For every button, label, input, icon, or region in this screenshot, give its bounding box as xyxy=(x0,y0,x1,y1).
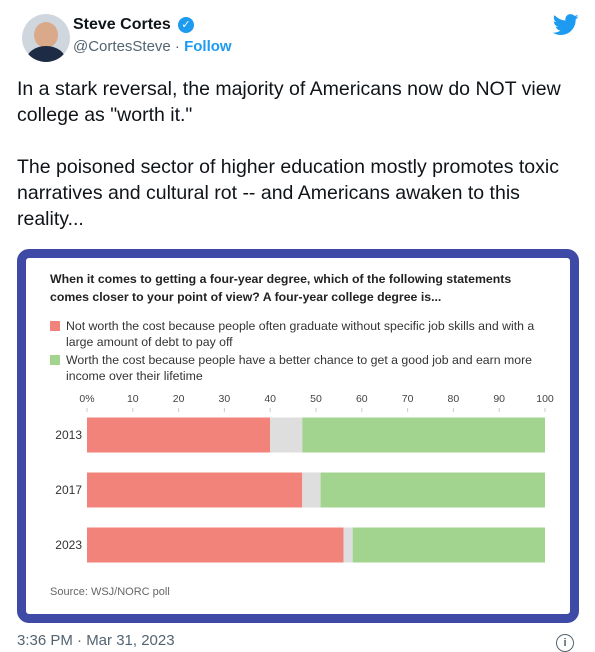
legend-swatch xyxy=(50,321,60,331)
tweet-paragraph: The poisoned sector of higher education … xyxy=(17,156,559,230)
author-handle-line: @CortesSteve · Follow xyxy=(73,38,232,55)
avatar[interactable] xyxy=(22,14,70,62)
chart-source: Source: WSJ/NORC poll xyxy=(50,586,170,598)
author-handle[interactable]: @CortesSteve xyxy=(73,38,171,55)
legend-label: Not worth the cost because people often … xyxy=(66,319,535,349)
tweet-paragraph: In a stark reversal, the majority of Ame… xyxy=(17,78,561,126)
author-name[interactable]: Steve Cortes xyxy=(73,16,171,33)
chart-title: When it comes to getting a four-year deg… xyxy=(50,272,512,304)
tweet-text: In a stark reversal, the majority of Ame… xyxy=(17,76,582,232)
timestamp[interactable]: 3:36 PM · Mar 31, 2023 xyxy=(17,632,175,649)
legend-swatch xyxy=(50,355,60,365)
info-icon[interactable]: i xyxy=(556,634,574,652)
follow-button[interactable]: Follow xyxy=(184,38,232,55)
legend-label: Worth the cost because people have a bet… xyxy=(66,353,533,383)
verified-badge: ✓ xyxy=(178,17,194,33)
twitter-logo[interactable] xyxy=(553,14,579,36)
